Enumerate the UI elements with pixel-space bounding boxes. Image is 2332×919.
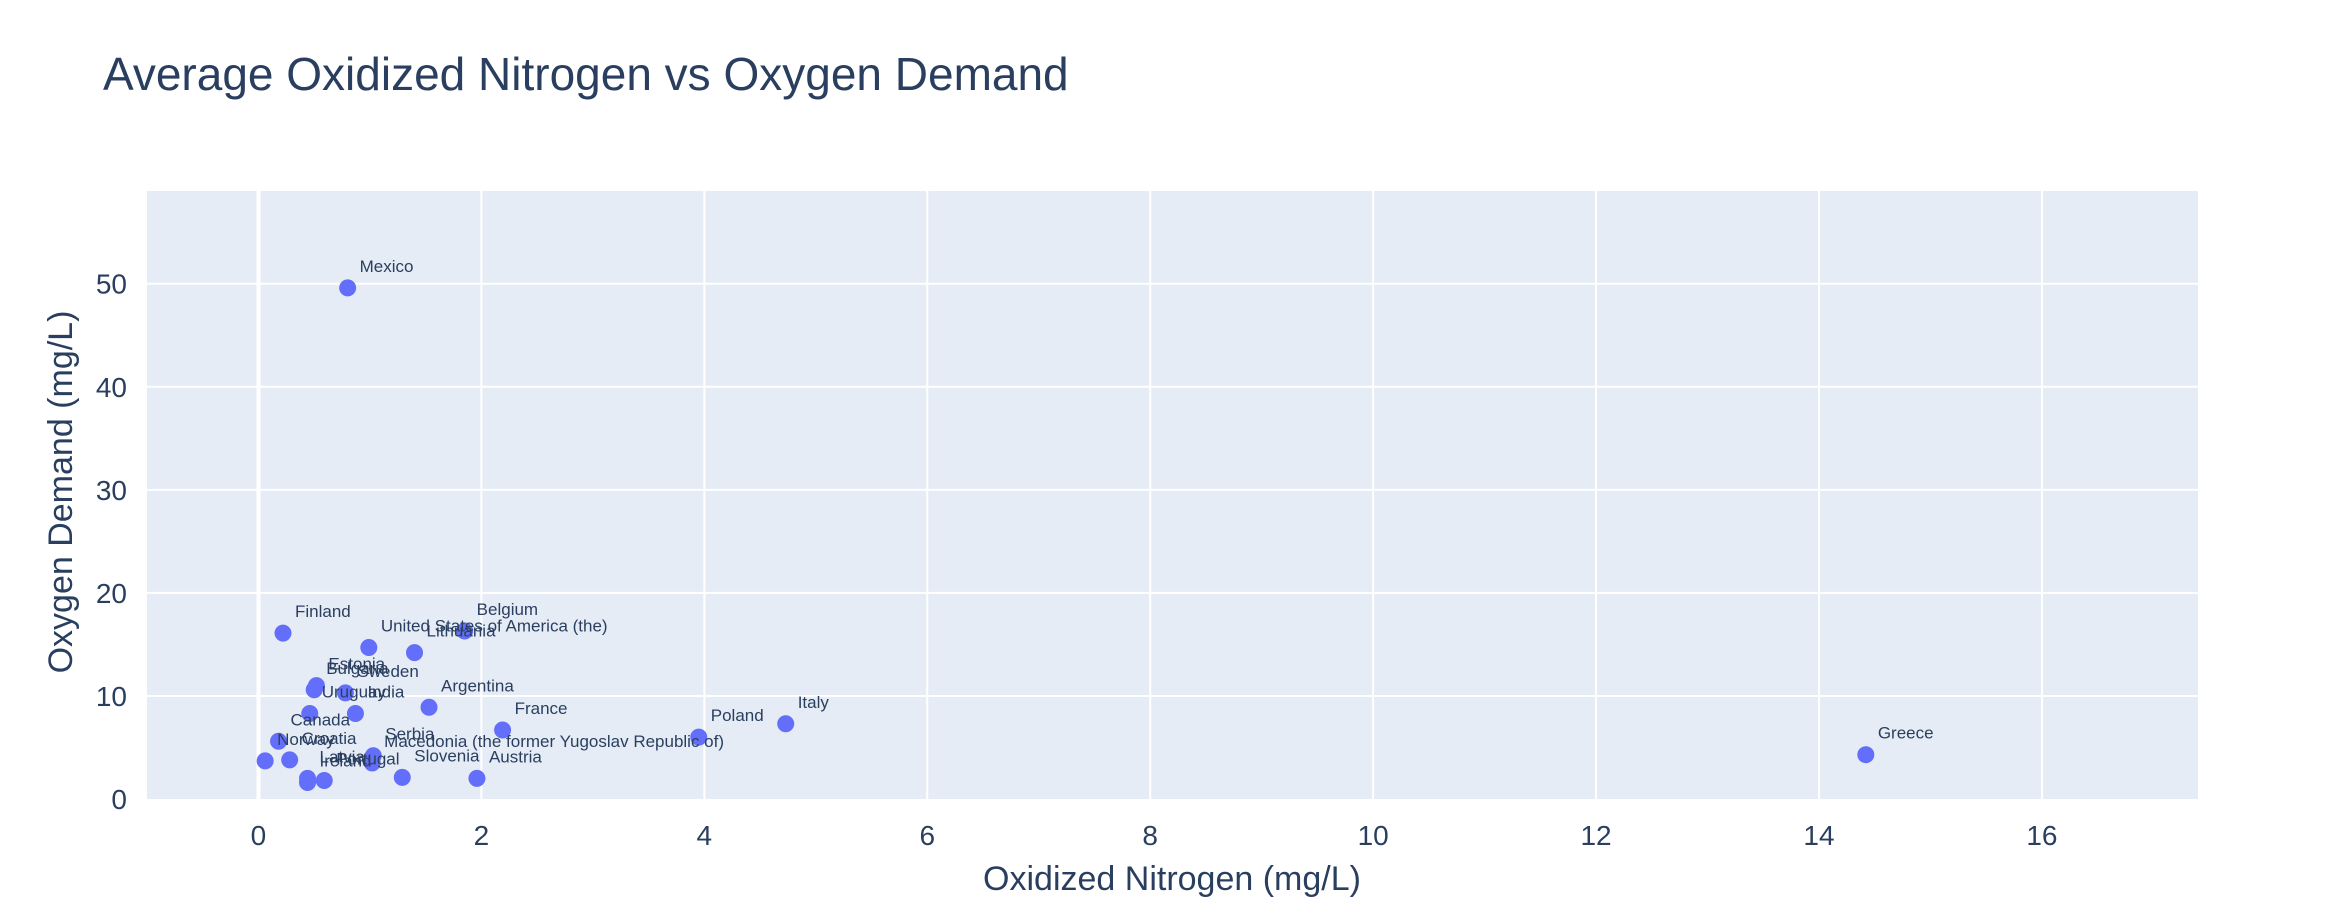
data-point [494, 721, 512, 739]
y-tick-label: 0 [111, 784, 127, 815]
point-label: Slovenia [414, 746, 480, 765]
y-tick-label: 40 [96, 372, 127, 403]
x-tick-label: 0 [251, 820, 267, 851]
data-point [690, 728, 708, 746]
data-point [339, 279, 357, 297]
point-label: Belgium [477, 600, 538, 619]
data-point [270, 732, 288, 750]
x-tick-label: 14 [1803, 820, 1834, 851]
x-axis-title: Oxidized Nitrogen (mg/L) [983, 860, 1361, 898]
x-tick-label: 6 [919, 820, 935, 851]
point-label: Canada [291, 710, 351, 729]
data-point [336, 684, 354, 702]
data-point [305, 681, 323, 699]
point-label: Macedonia (the former Yugoslav Republic … [384, 732, 724, 751]
data-point [256, 752, 274, 770]
data-point [468, 769, 486, 787]
point-label: Uruguay [322, 682, 387, 701]
point-label: France [515, 699, 568, 718]
point-label: Bulgaria [326, 659, 389, 678]
data-point [360, 639, 378, 657]
point-label: Greece [1878, 724, 1934, 743]
data-point [456, 622, 474, 640]
y-tick-label: 20 [96, 578, 127, 609]
x-tick-label: 4 [697, 820, 713, 851]
data-point [420, 698, 438, 716]
point-label: Ireland [320, 752, 372, 771]
point-label: Finland [295, 602, 351, 621]
grid-lines [147, 191, 2198, 799]
point-label: Sweden [357, 662, 418, 681]
point-label: Estonia [328, 655, 385, 674]
data-points [256, 279, 1875, 792]
chart-title: Average Oxidized Nitrogen vs Oxygen Dema… [103, 48, 1069, 100]
plot-area [147, 191, 2198, 799]
x-tick-label: 16 [2026, 820, 2057, 851]
point-label: Norway [277, 730, 335, 749]
tick-labels: 0 2 4 6 8 10 12 14 16 0 10 20 30 40 50 [96, 269, 2058, 851]
y-tick-label: 30 [96, 475, 127, 506]
x-tick-label: 2 [474, 820, 490, 851]
y-tick-label: 10 [96, 681, 127, 712]
x-tick-label: 8 [1142, 820, 1158, 851]
data-point [406, 644, 424, 662]
data-point [393, 768, 411, 786]
point-label: Italy [798, 693, 830, 712]
x-tick-label: 10 [1358, 820, 1389, 851]
data-point [315, 771, 333, 789]
y-tick-label: 50 [96, 269, 127, 300]
x-tick-label: 12 [1580, 820, 1611, 851]
data-point [299, 774, 317, 792]
y-axis-title: Oxygen Demand (mg/L) [42, 311, 80, 674]
point-label: Latvia [320, 747, 366, 766]
point-label: Portugal [336, 749, 399, 768]
data-point [281, 751, 299, 769]
point-label: Argentina [441, 676, 514, 695]
point-label: Austria [489, 747, 542, 766]
data-point [301, 704, 319, 722]
point-label: Poland [711, 706, 764, 725]
point-label: Mexico [360, 257, 414, 276]
point-label: Serbia [385, 725, 435, 744]
point-label: Lithuania [427, 622, 497, 641]
point-label: Croatia [302, 729, 357, 748]
point-label: India [367, 682, 404, 701]
data-point [274, 624, 292, 642]
data-point [346, 704, 364, 722]
point-label: United States of America (the) [381, 617, 608, 636]
data-point [1857, 746, 1875, 764]
data-point [777, 715, 795, 733]
data-point [363, 754, 381, 772]
